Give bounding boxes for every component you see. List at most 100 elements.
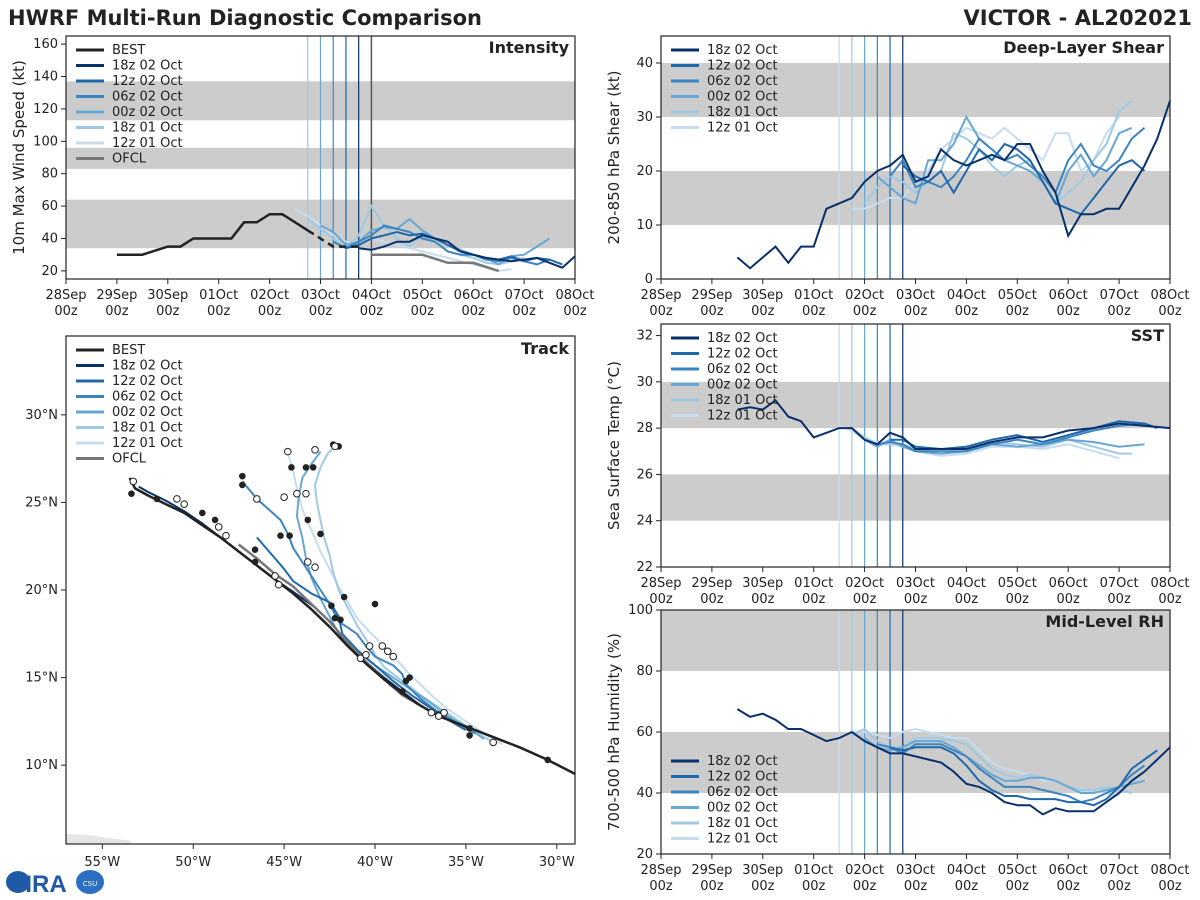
track-marker-open — [311, 563, 319, 572]
x-tick-label: 00z — [411, 304, 435, 319]
track-marker-filled — [153, 495, 161, 503]
track-marker-filled — [211, 516, 219, 524]
y-tick-label: 30 — [636, 375, 653, 390]
x-tick-label: 00z — [105, 304, 129, 319]
x-tick-label: 28Sep — [45, 288, 86, 303]
track-marker-open — [293, 489, 301, 498]
legend-label: 18z 02 Oct — [707, 331, 778, 346]
legend-label: 06z 02 Oct — [707, 74, 778, 89]
track-marker-open — [383, 647, 392, 656]
y-tick-label: 100 — [33, 134, 58, 149]
x-tick-label: 00z — [462, 304, 486, 319]
x-tick-label: 01Oct — [794, 863, 833, 878]
y-tick-label: 32 — [636, 329, 653, 344]
legend-label: 18z 02 Oct — [112, 59, 183, 74]
series-line — [864, 737, 1145, 794]
x-tick-label: 04Oct — [947, 576, 986, 591]
x-tick-label: 00z — [904, 304, 928, 319]
shaded-band — [661, 610, 1170, 671]
series-line — [294, 208, 512, 272]
track-marker-open — [365, 642, 374, 650]
track-line — [295, 451, 485, 740]
x-tick-label: 00z — [904, 592, 928, 607]
x-tick-label: 03Oct — [301, 288, 340, 303]
legend-label: 00z 02 Oct — [707, 378, 778, 393]
track-marker-open — [280, 493, 288, 501]
track-marker-open — [222, 531, 230, 540]
x-tick-label: 00z — [802, 879, 826, 894]
x-tick-label: 00z — [853, 879, 877, 894]
legend-label: 00z 02 Oct — [112, 105, 183, 120]
x-tick-label: 29Sep — [691, 288, 732, 303]
y-tick-label: 22 — [636, 560, 653, 575]
legend-label: 12z 01 Oct — [707, 409, 778, 424]
track-marker-filled — [251, 546, 259, 554]
track-marker-open — [302, 489, 310, 498]
x-tick-label: 30Sep — [742, 288, 783, 303]
y-axis-label: 700-500 hPa Humidity (%) — [605, 633, 623, 831]
x-tick-label: 08Oct — [1150, 863, 1189, 878]
x-tick-label: 28Sep — [640, 288, 681, 303]
x-tick-label: 06Oct — [1049, 576, 1088, 591]
track-marker-filled — [331, 614, 339, 622]
track-marker-filled — [251, 558, 259, 566]
x-tick-label: 01Oct — [794, 576, 833, 591]
x-tick-label: 00z — [700, 304, 724, 319]
x-tick-label: 05Oct — [403, 288, 442, 303]
y-tick-label: 80 — [41, 167, 58, 182]
track-marker-open — [253, 495, 261, 503]
track-marker-filled — [544, 756, 552, 764]
y-tick-label: 30 — [636, 110, 653, 125]
x-tick-label: 05Oct — [998, 863, 1037, 878]
track-marker-filled — [466, 732, 473, 739]
x-tick-label: 06Oct — [1049, 288, 1088, 303]
y-tick-label: 15°N — [25, 671, 58, 686]
series-line — [902, 142, 1146, 216]
y-tick-label: 10°N — [25, 758, 58, 773]
x-tick-label: 00z — [751, 592, 775, 607]
series-line — [345, 230, 563, 266]
legend-label: 00z 02 Oct — [112, 405, 183, 420]
track-marker-filled — [199, 509, 206, 517]
x-tick-label: 02Oct — [250, 288, 289, 303]
x-tick-label: 00z — [649, 304, 673, 319]
track-marker-open — [440, 708, 448, 717]
track-marker-open — [129, 477, 138, 486]
y-tick-label: 20 — [636, 164, 653, 179]
legend-label: OFCL — [112, 152, 147, 167]
x-tick-label: 03Oct — [896, 288, 935, 303]
track-marker-filled — [406, 674, 413, 681]
x-tick-label: 01Oct — [794, 288, 833, 303]
x-tick-label: 00z — [751, 304, 775, 319]
y-tick-label: 40 — [41, 232, 58, 247]
x-tick-label: 50°W — [175, 855, 211, 870]
x-tick-label: 30Sep — [742, 576, 783, 591]
legend-label: 06z 02 Oct — [707, 362, 778, 377]
x-tick-label: 00z — [1057, 304, 1081, 319]
x-tick-label: 00z — [853, 304, 877, 319]
y-tick-label: 26 — [636, 467, 653, 482]
track-marker-open — [356, 654, 365, 663]
series-line — [736, 100, 1171, 270]
series-line — [877, 743, 1146, 804]
legend-label: 12z 02 Oct — [707, 59, 778, 74]
y-tick-label: 100 — [628, 603, 653, 618]
legend-label: 12z 01 Oct — [707, 121, 778, 136]
rh-panel: 2040608010028Sep00z29Sep00z30Sep00z01Oct… — [605, 603, 1190, 894]
series-line — [889, 746, 1158, 807]
x-tick-label: 00z — [1006, 592, 1030, 607]
panel-title: Deep-Layer Shear — [1003, 38, 1164, 57]
logo-sub-text: CSU — [83, 880, 97, 888]
legend-label: 12z 01 Oct — [112, 136, 183, 151]
y-tick-label: 0 — [645, 272, 653, 287]
land-shape — [66, 834, 131, 844]
x-tick-label: 00z — [309, 304, 333, 319]
x-tick-label: 03Oct — [896, 863, 935, 878]
y-tick-label: 160 — [33, 37, 58, 52]
y-tick-label: 20 — [636, 847, 653, 862]
panel-title: Intensity — [489, 38, 570, 57]
track-marker-filled — [288, 464, 295, 471]
x-tick-label: 04Oct — [947, 863, 986, 878]
track-marker-filled — [239, 472, 246, 480]
y-tick-label: 140 — [33, 70, 58, 85]
